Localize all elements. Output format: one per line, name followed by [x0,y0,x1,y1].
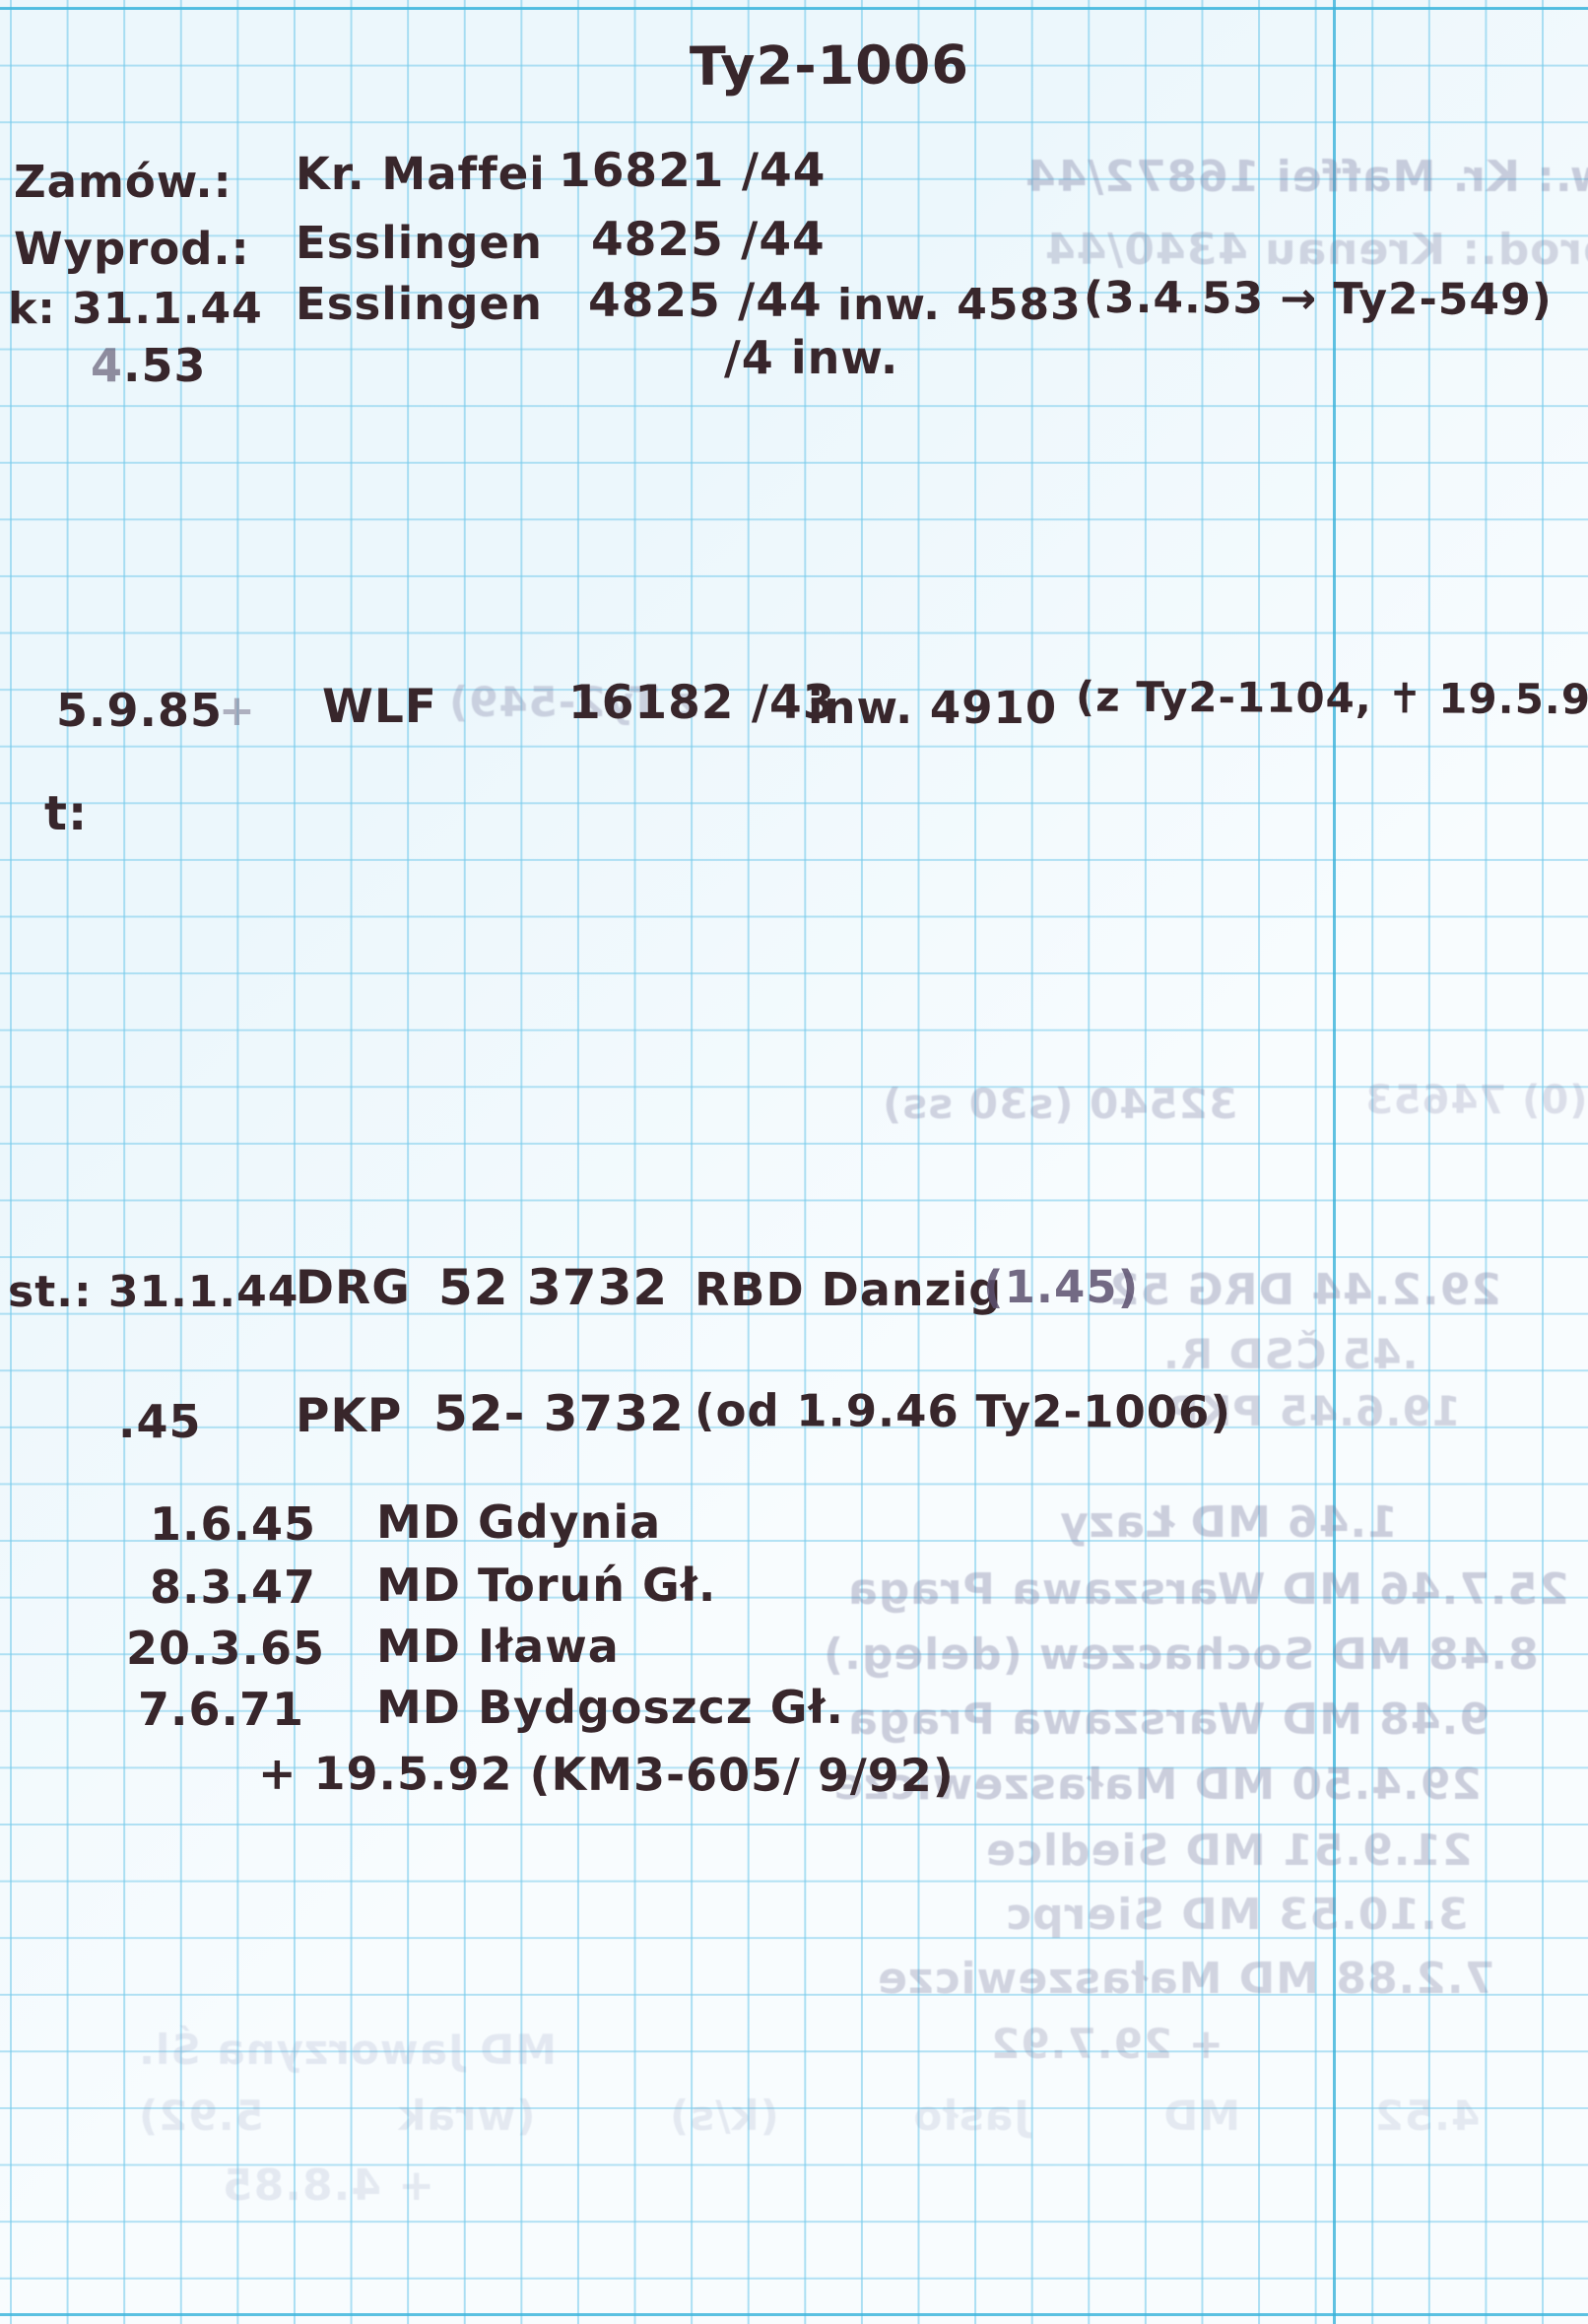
depot-row-date: 8.3.47 [150,1560,316,1614]
boiler-plus-mark: + [219,686,256,736]
bleedthrough-line: 9.48 MD Warszawa Praga [847,1694,1489,1745]
service-drg-number: 52 3732 [438,1259,669,1316]
order-maker: Kr. Maffei [296,148,546,200]
depot-row-date: 7.6.71 [138,1683,304,1736]
bleedthrough-line: 8.48 MD Sochaczew (deleg.) [823,1629,1539,1680]
grid-strong-bottom-line [0,2313,1588,2316]
boiler-maker: WLF [322,680,437,734]
second-number-fragment: /4 inw. [724,331,899,384]
service-start-label: st.: 31.1.44 [8,1267,299,1317]
depot-row-date: 20.3.65 [126,1622,325,1675]
built-label: Wyprod.: [14,223,250,275]
service-drg-note: (1.45) [983,1261,1140,1313]
built-maker: Esslingen [296,217,543,269]
bleedthrough-line: MD Jaworzyna Śl. [138,2025,557,2074]
page-title: Ty2-1006 [689,33,970,98]
service-pkp-note: (od 1.9.46 Ty2-1006) [694,1384,1232,1438]
service-drg-district: RBD Danzig [695,1263,1003,1316]
bleedthrough-line: + 4.8.85 [222,2160,435,2211]
service-pkp-number: 52- 3732 [433,1385,685,1442]
grid-strong-vertical-line [1333,0,1336,2324]
bleedthrough-line: .45 ČSD R. [1162,1330,1419,1378]
bleedthrough-line: 7.2.88 MD Małaszewicze [877,1954,1495,2004]
built-number: 4825 /44 [591,213,826,267]
bleedthrough-line: 21.9.51 MD Siedlce [985,1826,1473,1876]
depot-row-name: MD Gdynia [376,1495,662,1549]
service-pkp-owner: PKP [296,1389,403,1443]
bleedthrough-line: 3.10.53 MD Sierpc [1005,1890,1469,1940]
delivery-label: k: 31.1.44 [8,284,263,334]
second-date-fragment: 4 [91,339,124,392]
depot-row-name: MD Toruń Gł. [376,1559,717,1612]
service-drg-owner: DRG [296,1261,411,1315]
bleedthrough-line: Wyprod.: Krenau 4340/44 [1044,225,1588,275]
bleedthrough-line: 32540 (s30 ss) [882,1080,1238,1128]
second-date: .53 [123,339,207,392]
bleedthrough-line: (0) 74653 [1364,1078,1588,1123]
bleedthrough-line: 4.52 MD Jasło (k/s) (wrak 5.92) [138,2092,1481,2140]
order-label: Zamów.: [14,156,232,208]
delivery-renumber-note: (3.4.53 → Ty2-549) [1083,272,1553,326]
delivery-number: 4825 /44 [588,274,823,328]
service-pkp-date: .45 [118,1395,202,1448]
bleedthrough-line: Zamów.: Kr. Maffei 16872/44 [1025,152,1588,202]
depot-row-name: MD Bydgoszcz Gł. [376,1681,844,1734]
bleedthrough-line: 1.46 MD Łazy [1059,1497,1398,1548]
grid-strong-top-line [0,7,1588,10]
delivery-maker: Esslingen [296,278,543,330]
depot-row-date: 1.6.45 [150,1497,316,1551]
depot-row-name: MD Iława [376,1620,620,1673]
bleedthrough-line: 25.7.46 MD Warszawa Praga [847,1564,1569,1615]
boiler-inventory-number: inw. 4910 [808,682,1058,734]
withdrawal-line: + 19.5.92 (KM3-605/ 9/92) [257,1746,955,1803]
boiler-number: 16182 /43 [568,676,836,730]
bleedthrough-line: + 29.7.92 [990,2020,1224,2068]
bleedthrough-line: 29.2.44 DRG 52 [1108,1265,1501,1315]
delivery-inventory-number: inw. 4583 [837,280,1082,330]
order-number: 16821 /44 [559,144,827,198]
boiler-origin-note: (z Ty2-1104, ✝ 19.5.92 [1075,672,1588,724]
tender-label: t: [44,786,89,841]
boiler-date: 5.9.85 [56,684,223,737]
